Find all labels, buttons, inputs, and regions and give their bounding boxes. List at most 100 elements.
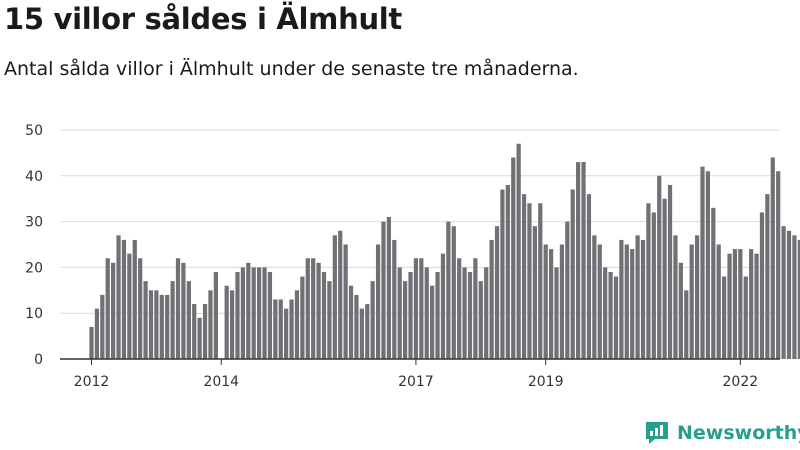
bar	[116, 235, 121, 359]
x-tick-label: 2014	[203, 374, 239, 390]
bar	[576, 162, 581, 359]
bar	[321, 271, 327, 359]
bar	[711, 207, 716, 359]
bar	[403, 281, 408, 359]
bar	[619, 239, 624, 359]
bar	[208, 290, 213, 359]
bar	[781, 226, 786, 359]
bar	[554, 267, 559, 359]
bar	[175, 258, 181, 359]
bar	[646, 203, 651, 359]
bar	[127, 253, 132, 359]
bar	[759, 212, 765, 359]
bar	[684, 290, 689, 359]
bar	[689, 244, 694, 359]
bar	[489, 239, 494, 359]
bar	[727, 253, 732, 359]
bar	[446, 221, 451, 359]
bar	[797, 239, 800, 359]
bar	[597, 244, 602, 359]
bar	[348, 285, 354, 359]
bar	[289, 299, 294, 359]
x-axis-ticks: 201220142017201920222024	[74, 359, 758, 390]
bar	[359, 308, 364, 359]
bar	[370, 281, 375, 359]
bar	[170, 281, 175, 359]
bar	[132, 239, 137, 359]
bar	[603, 267, 608, 359]
bar	[792, 235, 797, 359]
bar	[148, 290, 154, 359]
bar	[484, 267, 489, 359]
bar	[651, 212, 656, 359]
bar	[100, 294, 105, 359]
y-tick-label: 50	[25, 123, 43, 139]
bar	[143, 281, 148, 359]
bar	[548, 249, 554, 359]
bar	[138, 258, 143, 359]
bar	[776, 171, 781, 359]
y-tick-label: 0	[34, 352, 43, 368]
bar	[511, 157, 516, 359]
x-tick-label: 2012	[74, 374, 110, 390]
chart-title: 15 villor såldes i Älmhult	[4, 2, 402, 36]
bar	[354, 294, 359, 359]
x-tick-label: 2019	[528, 374, 564, 390]
bar	[592, 235, 597, 359]
bar	[538, 203, 543, 359]
bar	[397, 267, 402, 359]
bar	[267, 271, 273, 359]
bar	[224, 285, 229, 359]
bar	[435, 271, 440, 359]
bar	[473, 258, 478, 359]
bar	[743, 276, 748, 359]
bar	[365, 304, 370, 359]
bar	[332, 235, 337, 359]
bar	[154, 290, 159, 359]
bars	[89, 143, 800, 359]
bar	[278, 299, 283, 359]
bar	[613, 276, 619, 359]
bar	[662, 198, 667, 359]
bar	[478, 281, 483, 359]
bar	[305, 258, 310, 359]
bar	[521, 194, 527, 359]
brand-name: Newsworthy	[677, 422, 800, 444]
bar	[694, 235, 700, 359]
bar	[284, 308, 289, 359]
bar	[722, 276, 727, 359]
bar	[738, 249, 743, 359]
bar	[181, 262, 186, 359]
bar	[635, 235, 640, 359]
bar	[700, 166, 705, 359]
bar	[516, 143, 521, 359]
bar	[570, 189, 575, 359]
bar	[386, 217, 391, 359]
bar	[424, 267, 429, 359]
bar	[586, 194, 592, 359]
bar	[494, 226, 500, 359]
bar	[732, 249, 738, 359]
bar	[532, 226, 537, 359]
bar	[121, 239, 127, 359]
x-tick-label: 2017	[398, 374, 434, 390]
bar	[705, 171, 711, 359]
bar	[229, 290, 235, 359]
bar	[413, 258, 419, 359]
bar	[630, 249, 635, 359]
bar	[192, 304, 197, 359]
bar	[565, 221, 570, 359]
bar	[197, 317, 202, 359]
bar	[667, 184, 673, 359]
bar	[202, 304, 208, 359]
bar	[419, 258, 424, 359]
bar	[543, 244, 548, 359]
bar	[105, 258, 110, 359]
bar	[467, 271, 473, 359]
bar	[213, 271, 218, 359]
bar	[673, 235, 678, 359]
y-tick-label: 30	[25, 215, 43, 231]
bar	[678, 262, 683, 359]
bar	[343, 244, 348, 359]
